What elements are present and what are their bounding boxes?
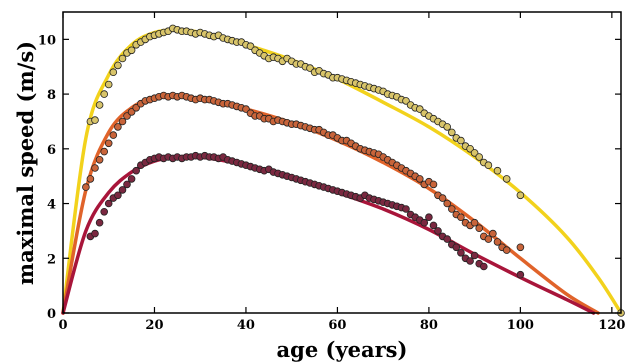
fit-curves	[61, 28, 623, 315]
data-point-series-3	[457, 249, 465, 257]
data-point-series-2	[91, 164, 99, 172]
data-point-series-1	[127, 46, 136, 55]
data-point-series-2	[86, 175, 95, 183]
data-point-series-2	[82, 183, 90, 191]
y-tick-label: 10	[38, 33, 56, 48]
data-point-series-3	[479, 262, 488, 271]
data-points	[82, 24, 625, 317]
data-point-series-2	[516, 243, 525, 252]
data-point-series-3	[420, 218, 429, 227]
data-point-series-3	[443, 235, 452, 243]
data-point-series-1	[114, 61, 122, 70]
data-point-series-3	[429, 221, 438, 230]
data-point-series-1	[502, 175, 511, 183]
data-point-series-1	[118, 54, 127, 63]
plot-frame	[62, 11, 622, 314]
data-point-series-2	[95, 156, 104, 164]
x-tick-label: 0	[58, 318, 67, 333]
data-point-series-3	[123, 180, 131, 189]
data-point-series-2	[114, 123, 122, 131]
data-point-series-2	[484, 235, 493, 243]
data-point-series-1	[100, 90, 108, 98]
data-point-series-3	[470, 251, 479, 260]
data-point-series-2	[447, 205, 456, 213]
y-tick-label: 4	[47, 198, 56, 213]
y-tick-label: 8	[47, 88, 56, 103]
data-point-series-1	[447, 128, 456, 137]
x-tick-label: 20	[145, 318, 163, 333]
data-point-series-2	[118, 117, 127, 126]
y-tick-label: 2	[47, 252, 56, 267]
data-point-series-2	[493, 238, 502, 246]
data-point-series-3	[434, 227, 442, 235]
data-point-series-3	[114, 191, 122, 200]
data-point-series-1	[91, 116, 99, 124]
data-point-series-2	[475, 224, 484, 233]
data-point-series-2	[457, 213, 465, 222]
data-point-series-3	[127, 175, 136, 183]
data-point-series-2	[470, 218, 479, 227]
x-tick-label: 80	[420, 318, 438, 333]
x-tick-label: 60	[328, 318, 346, 333]
data-point-series-3	[91, 229, 99, 238]
data-point-series-2	[104, 139, 113, 148]
data-point-series-3	[516, 270, 525, 279]
data-point-series-2	[502, 246, 511, 254]
fit-curve-3	[61, 154, 596, 315]
data-point-series-2	[443, 199, 452, 208]
data-point-series-1	[516, 191, 525, 200]
plot-area	[61, 24, 625, 317]
data-point-series-1	[457, 136, 465, 145]
y-axis-title: maximal speed (m/s)	[13, 41, 38, 285]
data-point-series-3	[466, 257, 474, 265]
data-point-series-3	[104, 199, 113, 208]
data-point-series-1	[95, 101, 104, 109]
data-point-series-1	[443, 123, 452, 131]
x-axis-title: age (years)	[277, 337, 408, 362]
data-point-series-2	[489, 229, 497, 238]
axis-ticks: 0 20 40 60 80 100 120 0 2 4 6 8 10	[38, 12, 625, 333]
data-point-series-2	[438, 194, 447, 202]
data-point-series-2	[415, 175, 424, 183]
x-tick-label: 40	[237, 318, 255, 333]
x-tick-label: 100	[507, 318, 534, 333]
x-tick-label: 120	[598, 318, 625, 333]
y-tick-label: 6	[47, 143, 56, 158]
fit-curve-2	[61, 94, 600, 315]
data-point-series-1	[104, 80, 113, 89]
data-point-series-3	[425, 213, 433, 222]
data-point-series-3	[452, 243, 461, 252]
data-point-series-2	[109, 131, 118, 139]
data-point-series-3	[118, 186, 127, 194]
data-point-series-3	[100, 208, 108, 216]
data-point-series-1	[484, 161, 493, 170]
data-point-series-3	[95, 218, 104, 227]
data-point-series-3	[132, 166, 141, 175]
y-tick-label: 0	[47, 307, 56, 322]
data-point-series-2	[100, 147, 108, 156]
data-point-series-1	[109, 68, 118, 76]
data-point-series-1	[475, 153, 484, 161]
data-point-series-2	[429, 180, 438, 189]
data-point-series-3	[402, 205, 410, 213]
data-point-series-1	[493, 166, 502, 175]
